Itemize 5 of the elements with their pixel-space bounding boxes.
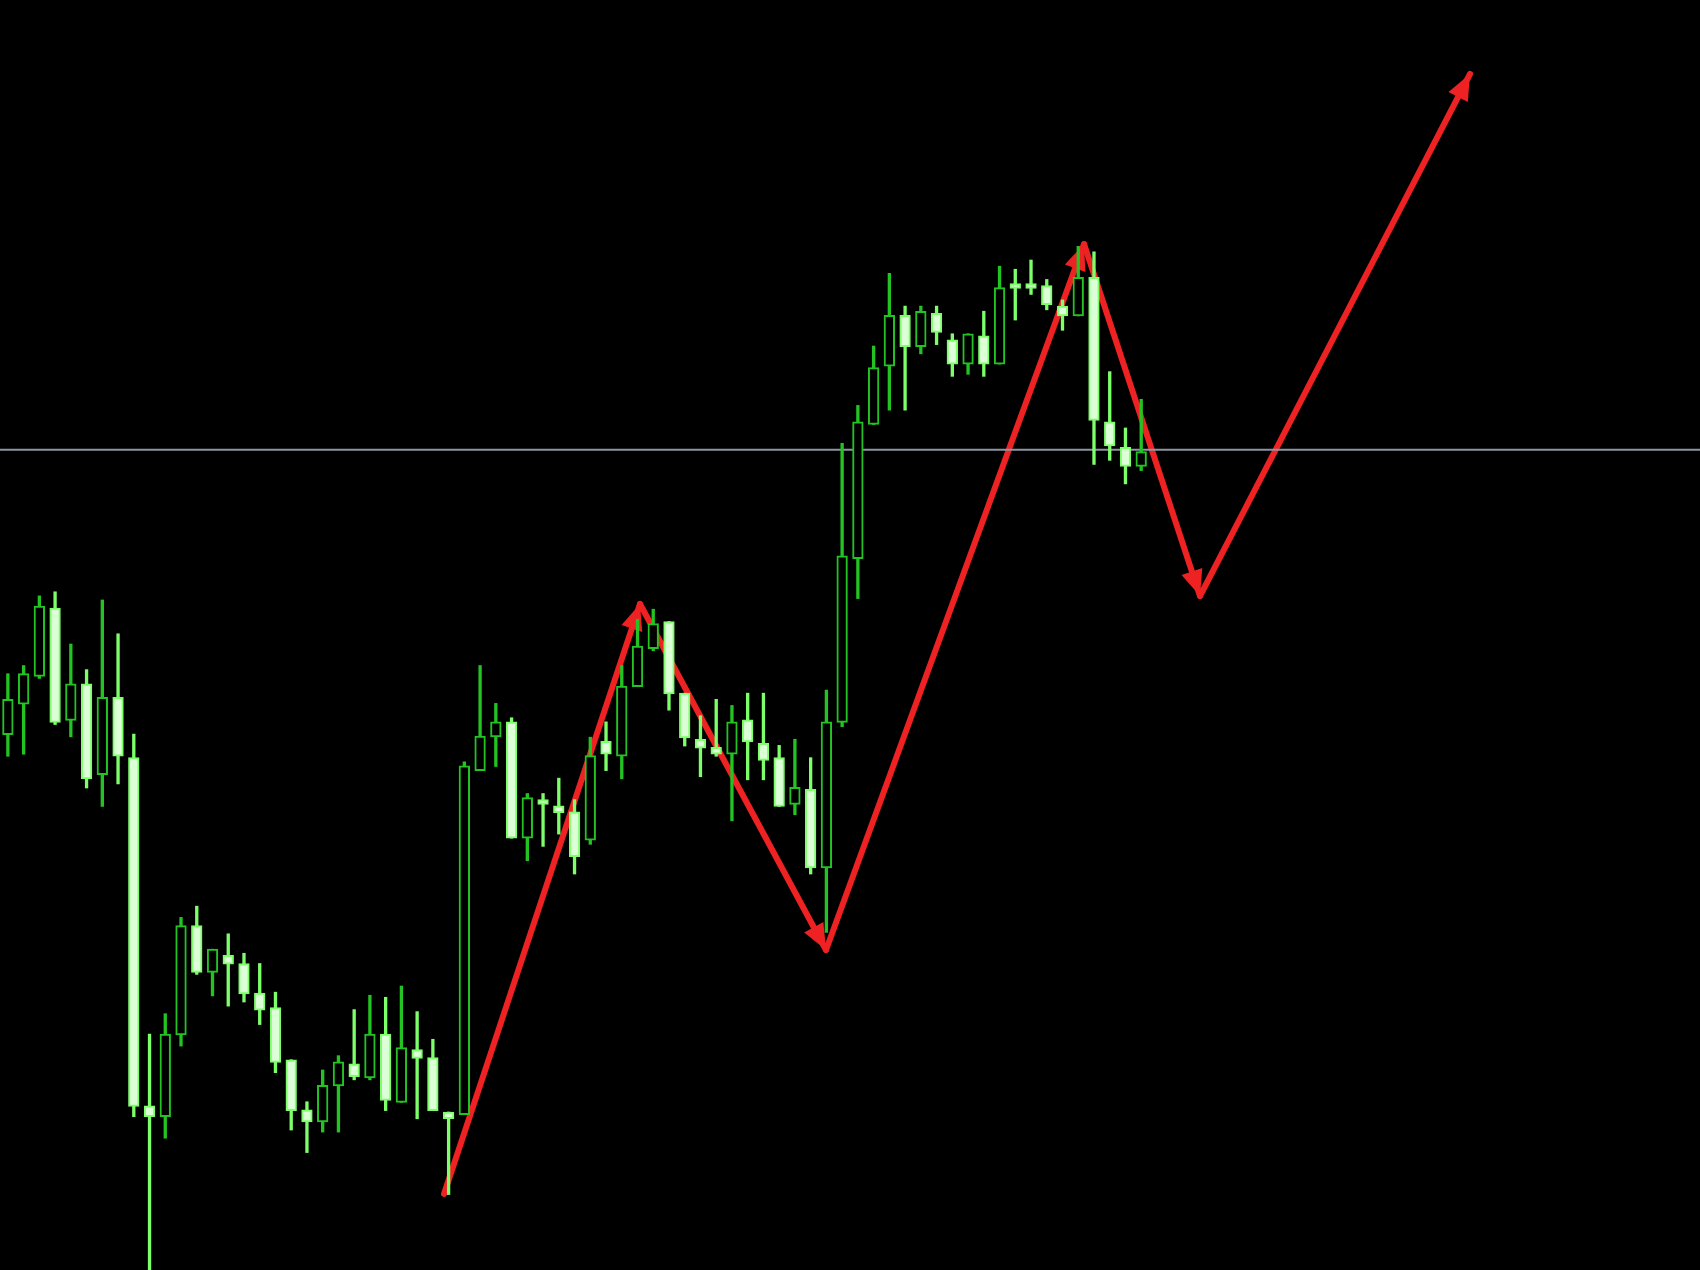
candlestick: [411, 1011, 423, 1120]
candlestick: [537, 793, 549, 847]
candlestick: [301, 1101, 313, 1153]
candlestick: [1025, 259, 1037, 295]
candlestick: [789, 738, 801, 815]
